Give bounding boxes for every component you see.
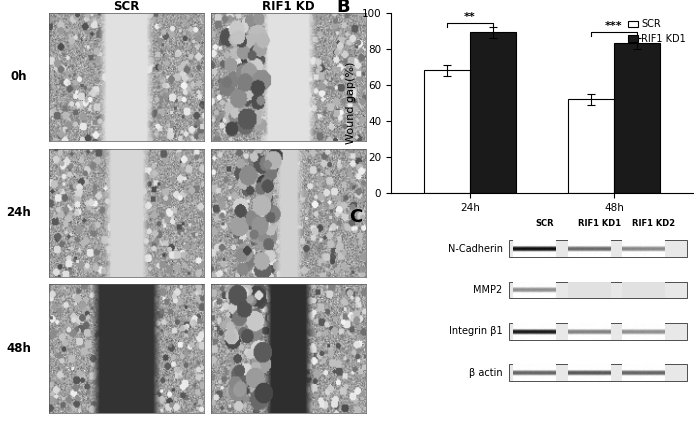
- Text: SCR: SCR: [536, 219, 554, 228]
- Y-axis label: 0h: 0h: [10, 70, 27, 83]
- Text: β actin: β actin: [469, 368, 503, 378]
- Y-axis label: Wound gap(%): Wound gap(%): [346, 61, 356, 144]
- Text: MMP2: MMP2: [473, 285, 503, 295]
- Text: **: **: [464, 12, 476, 22]
- Text: RIF1 KD1: RIF1 KD1: [578, 219, 621, 228]
- Bar: [509, 240, 687, 257]
- Legend: SCR, RIF1 KD1: SCR, RIF1 KD1: [626, 18, 688, 46]
- Text: RIF1 KD2: RIF1 KD2: [632, 219, 676, 228]
- Y-axis label: 24h: 24h: [6, 206, 31, 219]
- Text: C: C: [349, 208, 362, 226]
- Title: RIF1 KD: RIF1 KD: [262, 0, 315, 13]
- Text: ***: ***: [605, 21, 623, 31]
- Bar: [509, 323, 687, 340]
- Bar: [509, 282, 687, 298]
- Y-axis label: 48h: 48h: [6, 342, 31, 355]
- Text: B: B: [337, 0, 350, 16]
- Bar: [509, 364, 687, 381]
- Text: N-Cadherin: N-Cadherin: [448, 244, 503, 254]
- Bar: [470, 32, 516, 193]
- Title: SCR: SCR: [113, 0, 139, 13]
- Bar: [568, 99, 614, 193]
- Text: Integrin β1: Integrin β1: [449, 326, 503, 336]
- Bar: [614, 43, 660, 193]
- Bar: [424, 70, 470, 193]
